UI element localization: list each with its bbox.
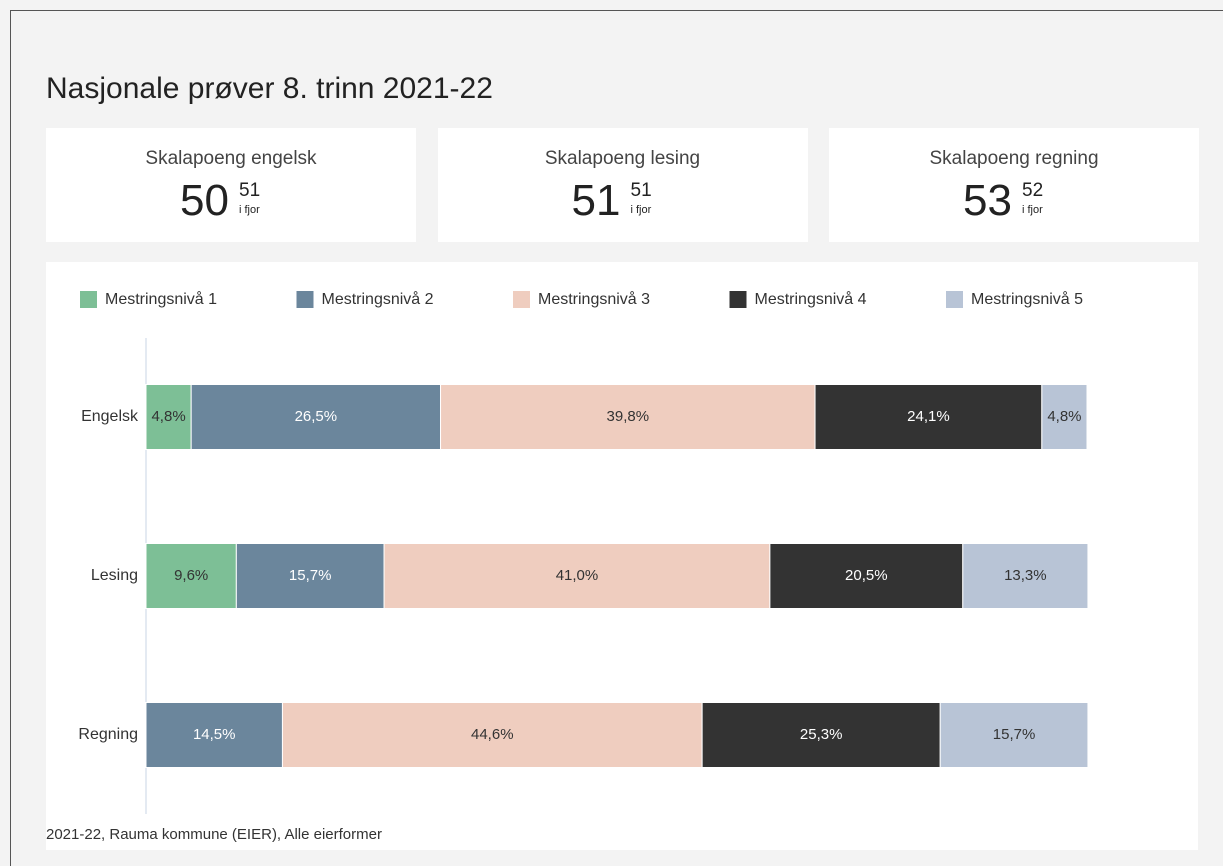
kpi-previous: 51 <box>630 180 652 201</box>
kpi-card: Skalapoeng lesing 51 51 i fjor <box>437 128 808 242</box>
bar-segment <box>1041 384 1088 450</box>
bar-segment <box>145 702 283 768</box>
bar-segment <box>962 543 1089 609</box>
category-label: Lesing <box>91 567 138 584</box>
kpi-label: Skalapoeng lesing <box>544 148 701 169</box>
legend-swatch <box>296 291 314 308</box>
kpi-number: 53 52 i fjor <box>829 176 1199 226</box>
value-label: 24,1% <box>907 408 950 425</box>
chart: Mestringsnivå 1 Mestringsnivå 2 Mestringsn… <box>46 290 1089 843</box>
kpi-label: Skalapoeng regning <box>929 148 1099 169</box>
category-label: Engelsk <box>81 408 139 425</box>
value-label: 13,3% <box>1004 567 1047 584</box>
bar-segment <box>769 543 964 609</box>
legend-swatch <box>80 291 97 308</box>
legend-label: Mestringsnivå 3 <box>538 290 650 308</box>
footnote: 2021-22, Rauma kommune (EIER), Alle eier… <box>46 826 382 843</box>
bar-segment <box>701 702 941 768</box>
value-label: 44,6% <box>471 726 514 743</box>
category-label: Regning <box>78 726 138 743</box>
kpi-card: Skalapoeng regning 53 52 i fjor <box>829 128 1199 242</box>
kpi-previous-label: i fjor <box>630 204 652 216</box>
legend-swatch <box>729 291 747 308</box>
value-label: 41,0% <box>556 567 599 584</box>
bar-segment <box>235 543 385 609</box>
legend-label: Mestringsnivå 1 <box>105 290 217 308</box>
page-title: Nasjonale prøver 8. trinn 2021-22 <box>46 72 493 105</box>
legend-swatch <box>946 291 963 308</box>
bar-segment <box>383 543 771 609</box>
value-label: 4,8% <box>1047 408 1081 425</box>
kpi-number: 51 51 i fjor <box>438 176 808 226</box>
bar-segment <box>190 384 442 450</box>
value-label: 15,7% <box>993 726 1036 743</box>
kpi-previous: 52 <box>1022 180 1044 201</box>
chart-panel: Mestringsnivå 1 Mestringsnivå 2 Mestringsn… <box>46 262 1198 850</box>
value-label: 9,6% <box>174 567 208 584</box>
kpi-previous-label: i fjor <box>1022 204 1043 216</box>
kpi-card: Skalapoeng engelsk 50 51 i fjor <box>46 128 416 242</box>
kpi-number: 50 51 i fjor <box>46 176 416 226</box>
kpi-value: 53 <box>963 176 1012 225</box>
value-label: 4,8% <box>151 408 185 425</box>
kpi-previous-label: i fjor <box>239 204 260 216</box>
bar-segment <box>145 543 237 609</box>
value-label: 39,8% <box>607 408 650 425</box>
kpi-previous: 51 <box>239 180 261 201</box>
legend-label: Mestringsnivå 4 <box>755 290 867 308</box>
bar-segment <box>939 702 1089 768</box>
kpi-value: 51 <box>571 176 621 225</box>
kpi-value: 50 <box>180 176 229 225</box>
value-label: 14,5% <box>193 726 236 743</box>
value-label: 15,7% <box>289 567 332 584</box>
bar-segment <box>814 384 1043 450</box>
value-label: 20,5% <box>845 567 888 584</box>
bar-segment <box>145 384 192 450</box>
kpi-label: Skalapoeng engelsk <box>145 148 317 169</box>
frame <box>10 10 1223 866</box>
value-label: 26,5% <box>295 408 338 425</box>
legend-swatch <box>513 291 530 308</box>
legend-label: Mestringsnivå 2 <box>322 290 434 308</box>
value-label: 25,3% <box>800 726 843 743</box>
legend-label: Mestringsnivå 5 <box>971 290 1083 308</box>
